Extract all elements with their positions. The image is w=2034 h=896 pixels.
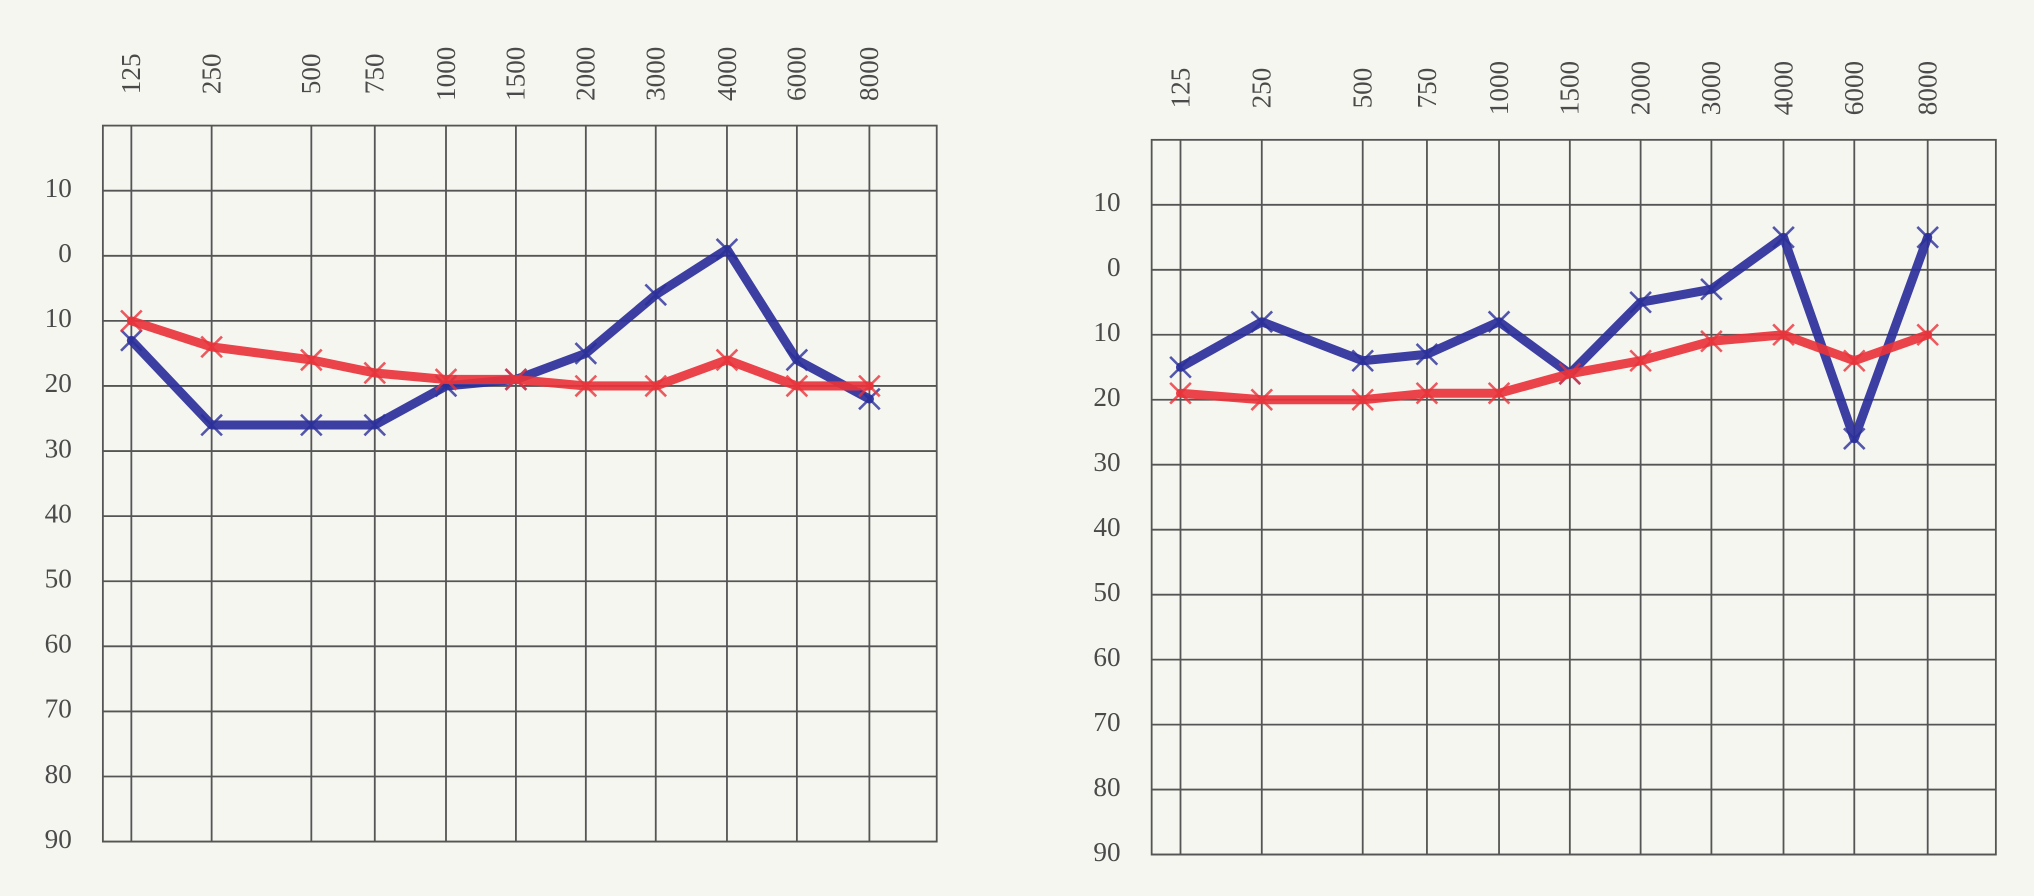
y-tick-label: 0 [1107, 252, 1121, 282]
y-tick-label: 10 [1093, 317, 1120, 347]
x-tick-label: 250 [1247, 68, 1277, 109]
point-marker [1843, 427, 1866, 450]
point-marker [120, 329, 143, 352]
y-tick-label: 30 [1093, 447, 1120, 477]
point-marker [644, 283, 668, 307]
y-tick-label: 60 [1093, 642, 1120, 672]
x-tick-label: 750 [360, 53, 390, 94]
y-tick-label: 10 [45, 303, 72, 333]
y-tick-label: 80 [1093, 772, 1120, 802]
point-marker [1351, 388, 1374, 412]
x-tick-label: 3000 [1696, 61, 1726, 115]
x-tick-label: 3000 [641, 47, 671, 101]
point-marker [644, 374, 668, 398]
x-tick-label: 750 [1412, 68, 1442, 109]
point-marker [858, 374, 881, 398]
point-marker [1351, 349, 1374, 373]
x-tick-label: 4000 [1768, 61, 1798, 115]
point-marker [200, 335, 223, 359]
point-marker [1629, 291, 1652, 314]
y-tick-label: 20 [45, 368, 72, 398]
y-tick-label: 0 [58, 238, 72, 268]
x-tick-label: 6000 [1839, 61, 1869, 115]
point-marker [200, 413, 223, 437]
x-tick-label: 6000 [782, 47, 812, 101]
x-tick-label: 250 [196, 53, 226, 94]
point-marker [120, 309, 143, 333]
x-tick-label: 2000 [571, 47, 601, 101]
point-marker [1250, 388, 1274, 412]
point-marker [363, 361, 387, 385]
point-marker [300, 413, 323, 437]
point-marker [1916, 323, 1939, 347]
y-tick-label: 10 [45, 173, 72, 203]
point-marker [1415, 342, 1439, 366]
point-marker [1700, 278, 1723, 301]
x-tick-label: 1000 [1484, 61, 1514, 115]
y-tick-label: 50 [1093, 577, 1120, 607]
point-marker [1843, 349, 1866, 373]
y-tick-label: 40 [1093, 512, 1120, 542]
y-tick-label: 40 [45, 498, 72, 528]
x-tick-label: 500 [1348, 68, 1378, 109]
x-tick-label: 500 [296, 53, 326, 94]
point-marker [1772, 323, 1795, 347]
y-tick-label: 70 [45, 694, 72, 724]
point-marker [434, 368, 458, 391]
point-marker [363, 413, 387, 437]
point-marker [574, 342, 598, 365]
point-marker [1629, 349, 1652, 373]
point-marker [300, 348, 323, 372]
point-marker [715, 237, 739, 261]
x-tick-label: 2000 [1625, 61, 1655, 115]
x-tick-label: 1500 [501, 47, 531, 101]
point-marker [1169, 355, 1192, 379]
y-tick-label: 60 [45, 629, 72, 659]
point-marker [1250, 310, 1274, 334]
y-tick-label: 90 [45, 824, 72, 854]
y-tick-label: 30 [45, 433, 72, 463]
point-marker [1487, 310, 1511, 334]
y-tick-label: 90 [1093, 837, 1120, 867]
x-tick-label: 8000 [854, 47, 884, 101]
point-marker [504, 368, 528, 391]
x-tick-label: 125 [116, 53, 146, 94]
y-tick-label: 10 [1093, 187, 1120, 217]
y-tick-label: 20 [1093, 382, 1120, 412]
point-marker [1772, 226, 1795, 249]
point-marker [785, 374, 809, 398]
point-marker [1558, 362, 1582, 386]
point-marker [785, 348, 809, 372]
point-marker [715, 348, 739, 372]
y-tick-label: 80 [45, 759, 72, 789]
point-marker [574, 374, 598, 398]
x-tick-label: 4000 [712, 47, 742, 101]
point-marker [1916, 226, 1939, 249]
y-tick-label: 70 [1093, 707, 1120, 737]
x-tick-label: 125 [1165, 68, 1195, 109]
x-tick-label: 1500 [1555, 61, 1585, 115]
point-marker [1487, 381, 1511, 405]
y-tick-label: 50 [45, 563, 72, 593]
x-tick-label: 8000 [1913, 61, 1943, 115]
point-marker [1415, 381, 1439, 405]
point-marker [1700, 329, 1723, 353]
x-tick-label: 1000 [431, 47, 461, 101]
point-marker [1169, 381, 1192, 405]
